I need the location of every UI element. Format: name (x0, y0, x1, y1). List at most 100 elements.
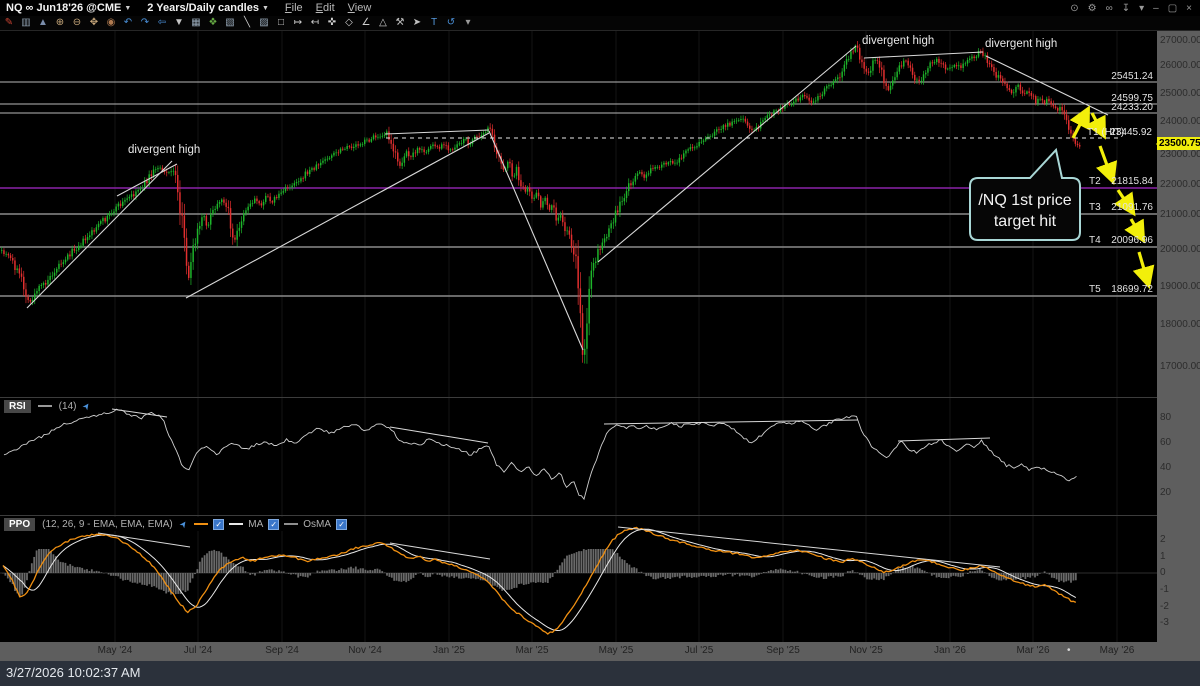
chat-icon[interactable]: ⊙ (1070, 2, 1079, 14)
divergent-high-label: divergent high (862, 35, 934, 47)
time-axis-label: Mar '26 (1016, 645, 1050, 656)
price-axis-label: 21000.00 (1160, 209, 1200, 220)
price-axis-label: 25000.00 (1160, 88, 1200, 99)
yellow-arrow[interactable] (1132, 251, 1155, 290)
symbol-selector[interactable]: NQ ∞ Jun18'26 @CME ▼ (6, 2, 131, 14)
status-bar: 3/27/2026 10:02:37 AM (0, 661, 1200, 686)
ppo-axis-label: 1 (1160, 551, 1166, 562)
trendline[interactable] (384, 129, 490, 135)
target-label: T2 (1089, 176, 1101, 187)
ppo-trendline[interactable] (617, 526, 1001, 568)
zoom-in-tool[interactable]: ⊕ (55, 17, 65, 28)
extend-left-tool[interactable]: ↤ (310, 17, 320, 28)
rsi-title[interactable]: RSI (4, 399, 31, 413)
snap-tool[interactable]: ◇ (345, 17, 353, 28)
menu-view[interactable]: View (347, 2, 372, 14)
legend-checkbox[interactable]: ✓ (213, 518, 225, 530)
time-axis-label: May '26 (1099, 645, 1135, 656)
pin-icon[interactable]: ↧ (1121, 2, 1131, 14)
yellow-arrow[interactable] (1069, 105, 1090, 139)
menu-edit[interactable]: Edit (315, 2, 335, 14)
legend-checkbox[interactable]: ✓ (268, 518, 280, 530)
triangle-tool[interactable]: △ (379, 17, 387, 28)
pointer-edit-tool[interactable]: ✎ (4, 17, 14, 28)
legend-checkbox[interactable]: ✓ (336, 518, 348, 530)
yellow-arrow[interactable] (1096, 145, 1118, 186)
yellow-arrow[interactable] (1124, 218, 1146, 244)
dropdown-tool[interactable]: ▼ (174, 17, 184, 28)
extend-right-tool[interactable]: ↦ (293, 17, 303, 28)
rsi-axis-label: 20 (1160, 487, 1172, 498)
volume-profile-tool[interactable]: ▥ (21, 17, 31, 28)
symbol-label: NQ ∞ Jun18'26 @CME (6, 2, 122, 14)
trendline[interactable] (488, 130, 584, 351)
zoom-out-tool[interactable]: ⊖ (72, 17, 82, 28)
refresh-dropdown[interactable]: ▾ (465, 17, 471, 28)
restore-button[interactable]: ▢ (1167, 2, 1178, 14)
trendline[interactable] (116, 163, 178, 197)
yellow-arrow[interactable] (1085, 112, 1106, 140)
rsi-trendline[interactable] (603, 419, 859, 425)
channel-tool[interactable]: ▨ (259, 17, 269, 28)
rsi-line-swatch (37, 405, 52, 407)
undo-button[interactable]: ↶ (123, 17, 133, 28)
legend-label: OsMA (303, 518, 332, 530)
crosshair-globe-tool[interactable]: ◉ (106, 17, 116, 28)
trendline[interactable] (597, 45, 857, 263)
ppo-title[interactable]: PPO (4, 517, 36, 531)
trendline[interactable] (26, 160, 173, 309)
rsi-trendline[interactable] (111, 408, 168, 418)
close-button[interactable]: × (1186, 2, 1192, 14)
target-label: T5 (1089, 284, 1101, 295)
settings-gear-icon[interactable]: ⚙ (1087, 2, 1097, 14)
yellow-arrow[interactable] (1113, 189, 1136, 217)
ppo-legend: ✓ MA ✓ OsMA ✓ (194, 518, 348, 530)
time-axis-label: Mar '25 (515, 645, 549, 656)
trendline[interactable] (863, 51, 984, 59)
time-axis[interactable]: May '24 Jul '24 Sep '24 Nov '24 Jan '25 Mar '… (0, 642, 1200, 661)
trendline[interactable] (985, 55, 1109, 116)
pin-dropdown-icon[interactable]: ▾ (1139, 2, 1145, 14)
timeframe-selector[interactable]: 2 Years/Daily candles ▼ (147, 2, 269, 14)
wrench-tool[interactable]: ⚒ (395, 17, 405, 28)
chevron-down-icon: ▼ (261, 4, 269, 12)
rsi-axis-label: 80 (1160, 412, 1172, 423)
study-insert-tool[interactable]: ▧ (225, 17, 235, 28)
rsi-trendline[interactable] (897, 437, 991, 442)
mountain-chart-tool[interactable]: ▲ (38, 17, 48, 28)
price-axis-label: 20000.00 (1160, 244, 1200, 255)
back-arrow-button[interactable]: ⇦ (157, 17, 167, 28)
text-tool[interactable]: T (430, 17, 438, 28)
candle-grid-tool[interactable]: ▦ (191, 17, 201, 28)
divergent-high-label: divergent high (985, 38, 1057, 50)
minimize-button[interactable]: – (1153, 2, 1159, 14)
link-icon[interactable]: ∞ (1105, 2, 1113, 14)
paint-tool[interactable]: ❖ (208, 17, 218, 28)
menu-items: File Edit View (285, 2, 371, 14)
osma-histogram (2, 549, 1077, 597)
legend-label: MA (248, 518, 264, 530)
price-axis-label: 23000.00 (1160, 149, 1200, 160)
rectangle-tool[interactable]: □ (277, 17, 285, 28)
target-value-label: 20096.96 (1111, 235, 1153, 246)
rsi-trendline[interactable] (389, 426, 489, 444)
price-target-callout[interactable] (969, 147, 1081, 241)
angle-tool[interactable]: ∠ (361, 17, 371, 28)
pointer-icon[interactable]: ➤ (176, 517, 190, 530)
ppo-signal-line (2, 528, 1077, 632)
price-axis-label: 27000.00 (1160, 35, 1200, 46)
pointer-arrow-tool[interactable]: ➤ (412, 17, 422, 28)
ppo-trendline[interactable] (389, 542, 491, 560)
menu-file[interactable]: File (284, 2, 303, 14)
price-axis[interactable]: 27000.00 26000.00 25000.00 24000.00 23000.00… (1156, 31, 1200, 642)
pan-hand-tool[interactable]: ✥ (89, 17, 99, 28)
redo-button[interactable]: ↷ (140, 17, 150, 28)
center-marker-tool[interactable]: ✜ (327, 17, 337, 28)
trendline-tool[interactable]: ╲ (243, 17, 251, 28)
refresh-tool[interactable]: ↺ (446, 17, 456, 28)
ppo-trendline[interactable] (97, 532, 191, 548)
trendline[interactable] (185, 132, 490, 299)
ppo-line (2, 526, 1077, 635)
drawing-toolbar: ✎ ▥ ▲ ⊕ ⊖ ✥ ◉ ↶ ↷ ⇦ ▼ ▦ ❖ ▧ ╲ ▨ □ ↦ ↤ ✜ ◇ ∠ △ ⚒ ➤ T ↺ ▾ (0, 16, 1200, 31)
